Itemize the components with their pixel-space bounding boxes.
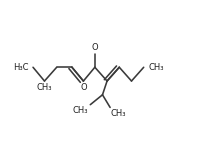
Text: CH₃: CH₃ (148, 63, 164, 72)
Text: CH₃: CH₃ (37, 83, 52, 92)
Text: CH₃: CH₃ (72, 106, 88, 115)
Text: H₃C: H₃C (13, 63, 28, 72)
Text: CH₃: CH₃ (110, 109, 126, 118)
Text: O: O (80, 83, 87, 92)
Text: O: O (92, 43, 98, 52)
